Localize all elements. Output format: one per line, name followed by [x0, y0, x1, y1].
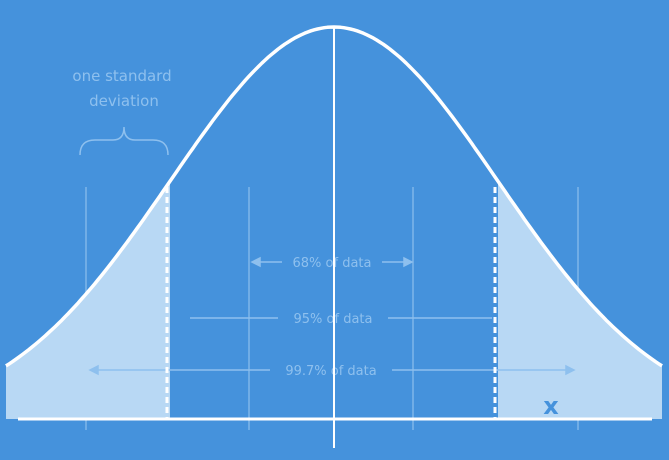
range-68-arrow	[250, 256, 414, 268]
curly-brace	[79, 126, 169, 156]
range-68-label: 68% of data	[293, 256, 372, 271]
range-997-label: 99.7% of data	[285, 364, 376, 379]
x-marker: x	[543, 392, 559, 420]
annotation-line2: deviation	[89, 92, 159, 110]
annotation-line1: one standard	[72, 67, 171, 85]
range-997-arrow	[88, 364, 576, 376]
